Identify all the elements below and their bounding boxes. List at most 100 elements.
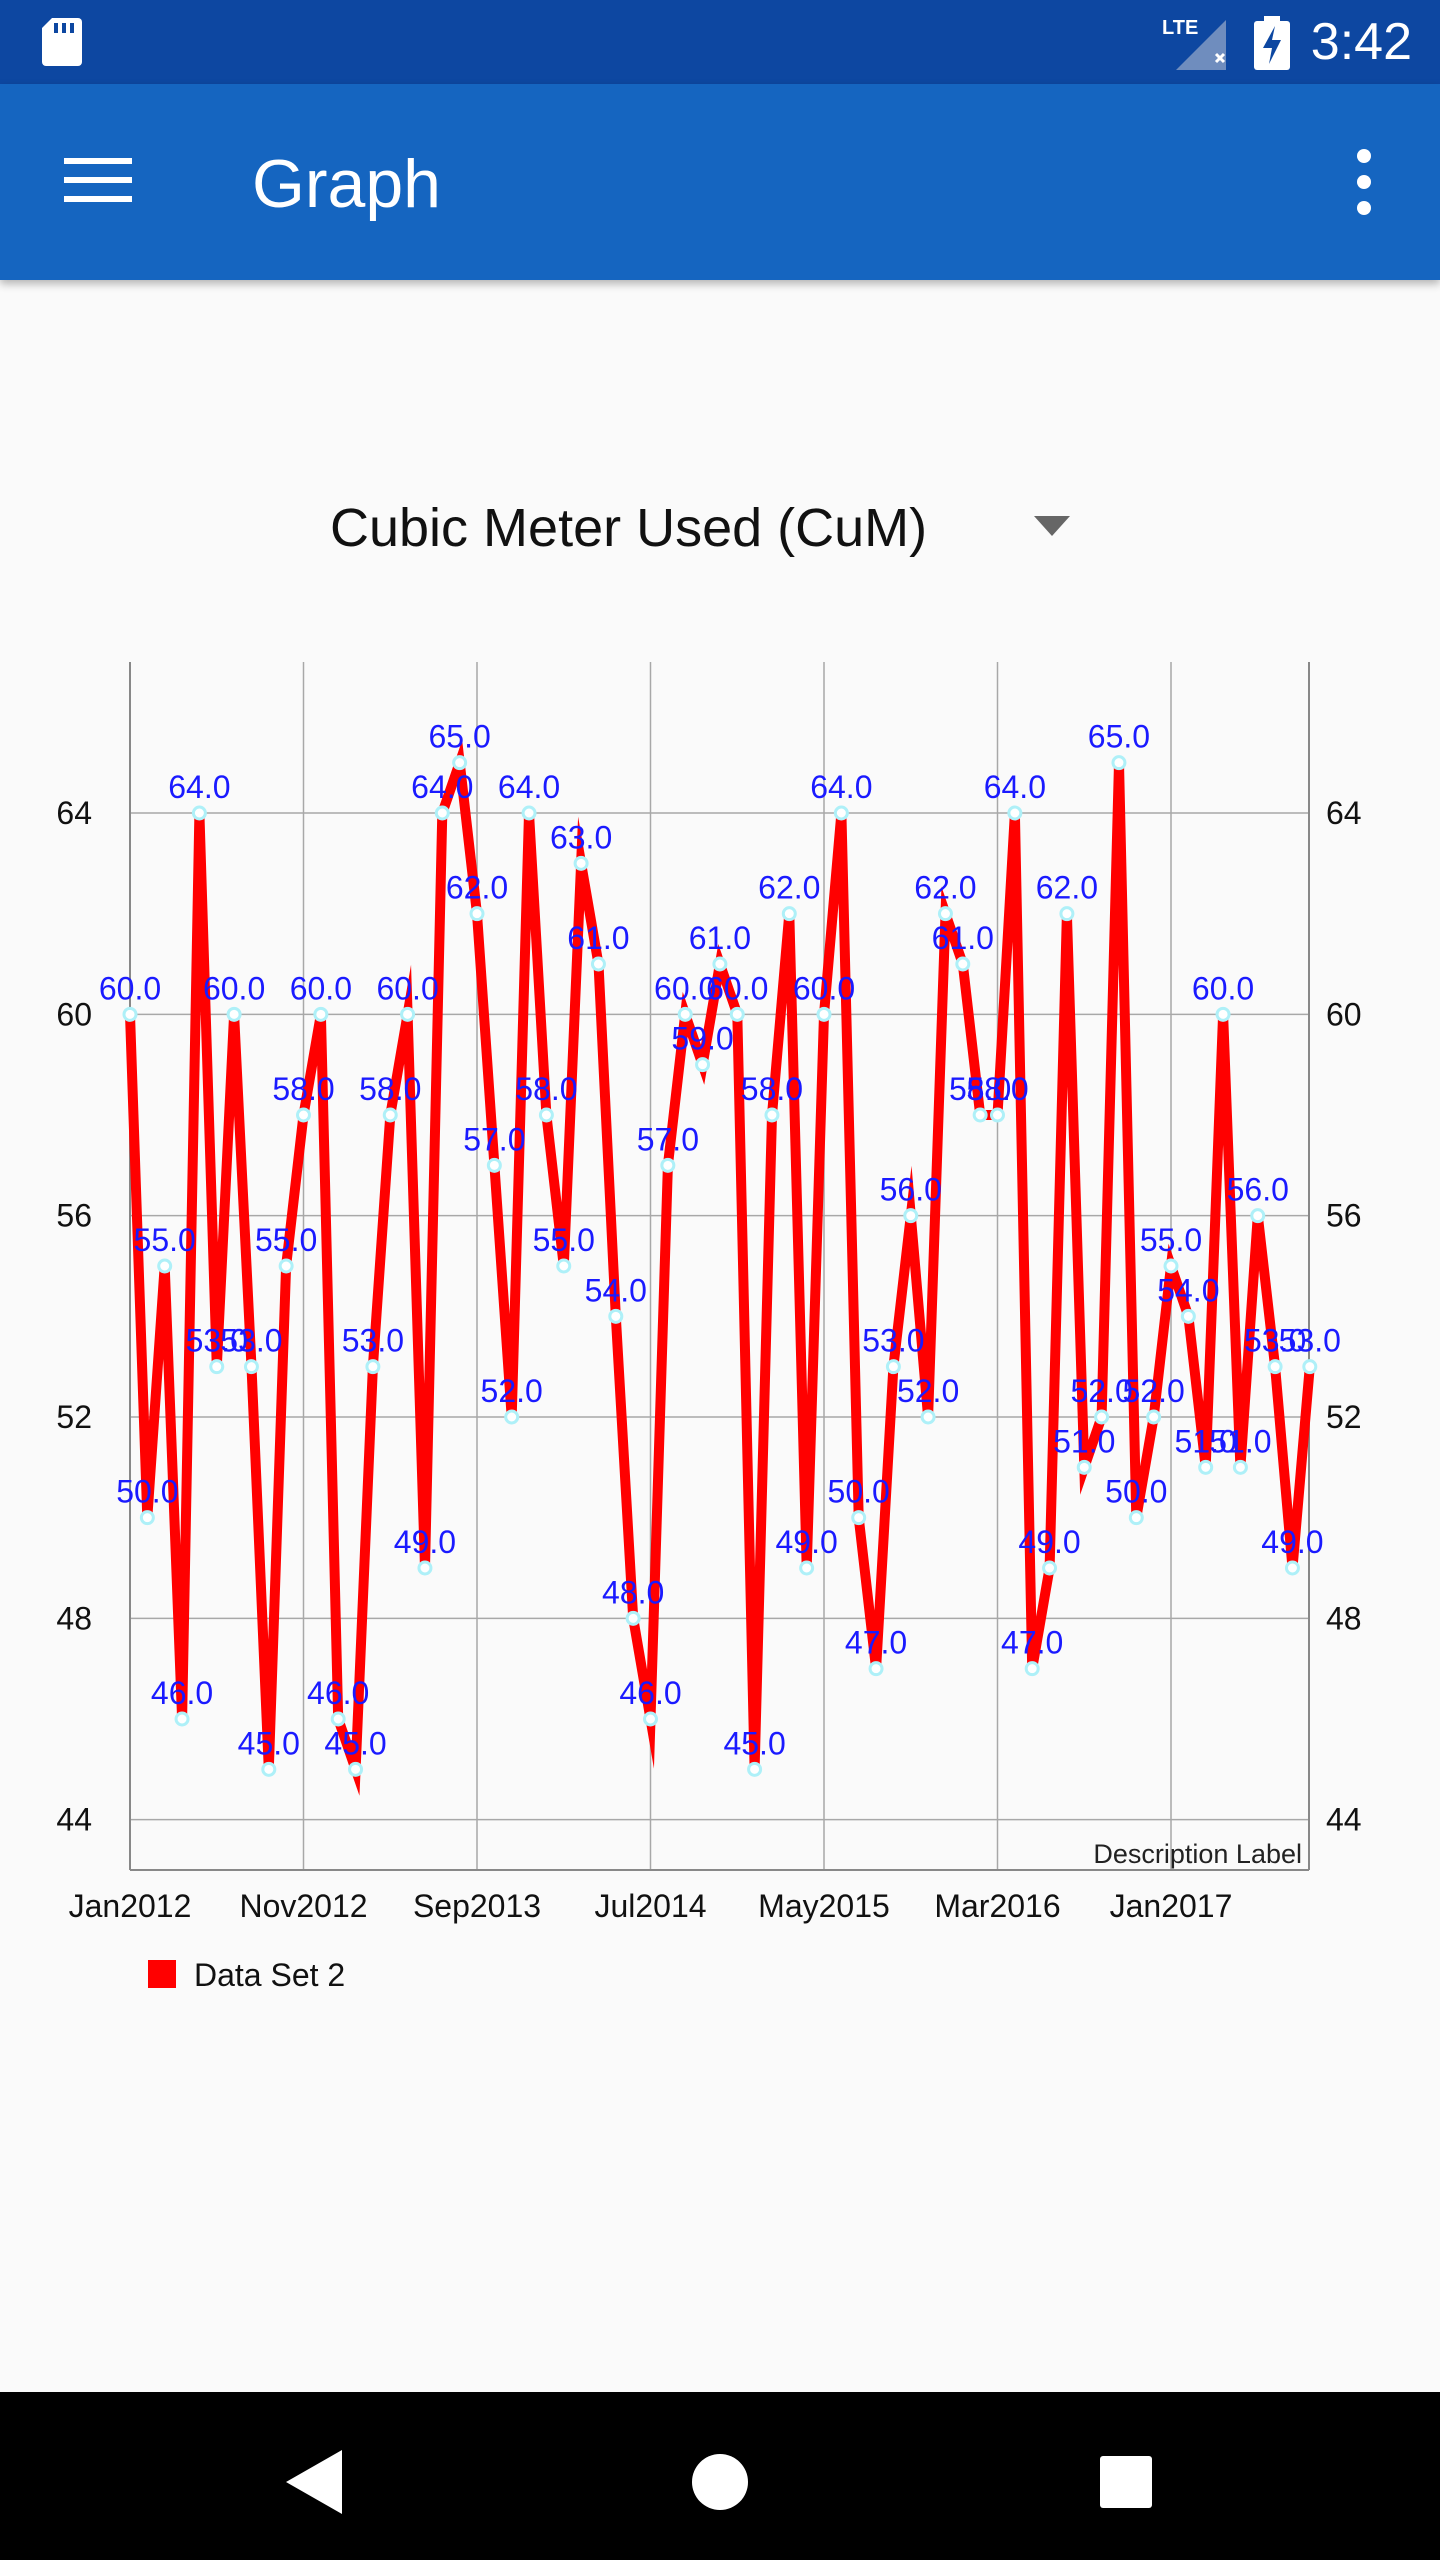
value-label-34: 61.0 <box>689 920 751 956</box>
value-label-48: 61.0 <box>932 920 994 956</box>
data-point-23 <box>521 805 537 821</box>
data-point-54 <box>1059 906 1075 922</box>
data-point-55 <box>1076 1459 1092 1475</box>
data-point-2 <box>157 1258 173 1274</box>
value-label-32: 60.0 <box>654 970 716 1006</box>
axes: 44 44 48 48 52 52 56 56 60 60 64 64 Jan2012 Nov2012 Se… <box>56 662 1362 1924</box>
status-clock: 3:42 <box>1310 13 1412 71</box>
value-label-59: 52.0 <box>1123 1373 1185 1409</box>
data-point-65 <box>1250 1208 1266 1224</box>
value-label-64: 51.0 <box>1209 1423 1271 1459</box>
value-label-51: 64.0 <box>984 769 1046 805</box>
data-point-68 <box>1302 1359 1318 1375</box>
data-point-50 <box>990 1107 1005 1123</box>
value-label-62: 51.0 <box>1175 1423 1237 1459</box>
value-label-63: 60.0 <box>1192 970 1254 1006</box>
status-bar: LTE 3:42 <box>0 0 1440 84</box>
y-tick-label-right-56: 56 <box>1326 1198 1362 1234</box>
value-label-42: 50.0 <box>828 1474 890 1510</box>
data-point-47 <box>937 906 953 922</box>
data-point-44 <box>885 1359 901 1375</box>
data-point-14 <box>365 1359 381 1375</box>
y-tick-label-right-64: 64 <box>1326 795 1362 831</box>
data-point-27 <box>590 956 606 972</box>
data-point-20 <box>469 906 485 922</box>
data-point-37 <box>764 1107 780 1123</box>
value-label-2: 55.0 <box>134 1222 196 1258</box>
data-point-22 <box>504 1409 520 1425</box>
data-point-51 <box>1007 805 1023 821</box>
value-label-43: 47.0 <box>845 1625 907 1661</box>
data-point-57 <box>1111 755 1127 771</box>
x-tick-label-Jan2012: Jan2012 <box>69 1888 192 1924</box>
metric-spinner[interactable]: Cubic Meter Used (CuM) <box>300 480 1100 576</box>
value-label-33: 59.0 <box>671 1021 733 1057</box>
value-label-58: 50.0 <box>1105 1474 1167 1510</box>
data-point-1 <box>139 1510 155 1526</box>
value-label-5: 53.0 <box>186 1323 248 1359</box>
value-label-12: 46.0 <box>307 1675 369 1711</box>
data-point-64 <box>1232 1459 1248 1475</box>
value-label-41: 64.0 <box>810 769 872 805</box>
navigation-bar <box>0 2392 1440 2560</box>
data-point-32 <box>677 1006 693 1022</box>
value-label-60: 55.0 <box>1140 1222 1202 1258</box>
x-tick-label-Jul2014: Jul2014 <box>594 1888 706 1924</box>
value-label-7: 53.0 <box>220 1323 282 1359</box>
value-label-61: 54.0 <box>1157 1272 1219 1308</box>
data-point-34 <box>712 956 728 972</box>
dropdown-arrow-icon <box>1034 516 1070 536</box>
value-label-20: 62.0 <box>446 870 508 906</box>
data-point-58 <box>1128 1510 1144 1526</box>
data-point-8 <box>261 1761 277 1777</box>
y-tick-label-left-64: 64 <box>56 795 92 831</box>
x-tick-label-May2015: May2015 <box>758 1888 890 1924</box>
value-label-46: 52.0 <box>897 1373 959 1409</box>
y-tick-label-left-56: 56 <box>56 1198 92 1234</box>
data-point-56 <box>1094 1409 1110 1425</box>
data-point-35 <box>729 1006 745 1022</box>
y-tick-label-left-44: 44 <box>56 1802 92 1838</box>
value-label-67: 49.0 <box>1261 1524 1323 1560</box>
value-label-50: 58.0 <box>966 1071 1028 1107</box>
data-point-42 <box>851 1510 867 1526</box>
value-label-10: 58.0 <box>272 1071 334 1107</box>
back-button-icon[interactable] <box>264 2432 364 2532</box>
data-point-15 <box>382 1107 398 1123</box>
data-point-59 <box>1146 1409 1162 1425</box>
y-tick-label-left-48: 48 <box>56 1600 92 1636</box>
value-label-36: 45.0 <box>723 1725 785 1761</box>
x-tick-label-Jan2017: Jan2017 <box>1110 1888 1233 1924</box>
data-point-4 <box>191 805 207 821</box>
data-point-7 <box>243 1359 259 1375</box>
recents-button-icon[interactable] <box>1076 2432 1176 2532</box>
app-bar: Graph <box>0 84 1440 280</box>
data-point-29 <box>625 1610 641 1626</box>
value-label-4: 64.0 <box>168 769 230 805</box>
value-label-21: 57.0 <box>463 1121 525 1157</box>
data-point-26 <box>573 855 589 871</box>
data-point-19 <box>452 755 468 771</box>
home-button-icon[interactable] <box>670 2432 770 2532</box>
data-point-45 <box>903 1208 919 1224</box>
value-label-39: 49.0 <box>776 1524 838 1560</box>
line-chart: 44 44 48 48 52 52 56 56 60 60 64 64 Jan2012 Nov2012 Se… <box>56 662 1362 1993</box>
data-point-3 <box>174 1711 190 1727</box>
value-label-52: 47.0 <box>1001 1625 1063 1661</box>
hamburger-menu-icon[interactable] <box>64 156 132 204</box>
data-point-60 <box>1163 1258 1179 1274</box>
value-label-19: 65.0 <box>429 719 491 755</box>
data-point-46 <box>920 1409 936 1425</box>
overflow-menu-icon[interactable] <box>1346 148 1382 216</box>
value-label-8: 45.0 <box>238 1725 300 1761</box>
value-label-1: 50.0 <box>116 1474 178 1510</box>
value-label-25: 55.0 <box>533 1222 595 1258</box>
y-tick-label-right-52: 52 <box>1326 1399 1362 1435</box>
data-point-16 <box>400 1006 416 1022</box>
data-point-11 <box>313 1006 329 1022</box>
data-point-49 <box>972 1107 988 1123</box>
sd-card-icon <box>42 18 82 66</box>
value-label-23: 64.0 <box>498 769 560 805</box>
value-label-55: 51.0 <box>1053 1423 1115 1459</box>
data-point-28 <box>608 1308 624 1324</box>
